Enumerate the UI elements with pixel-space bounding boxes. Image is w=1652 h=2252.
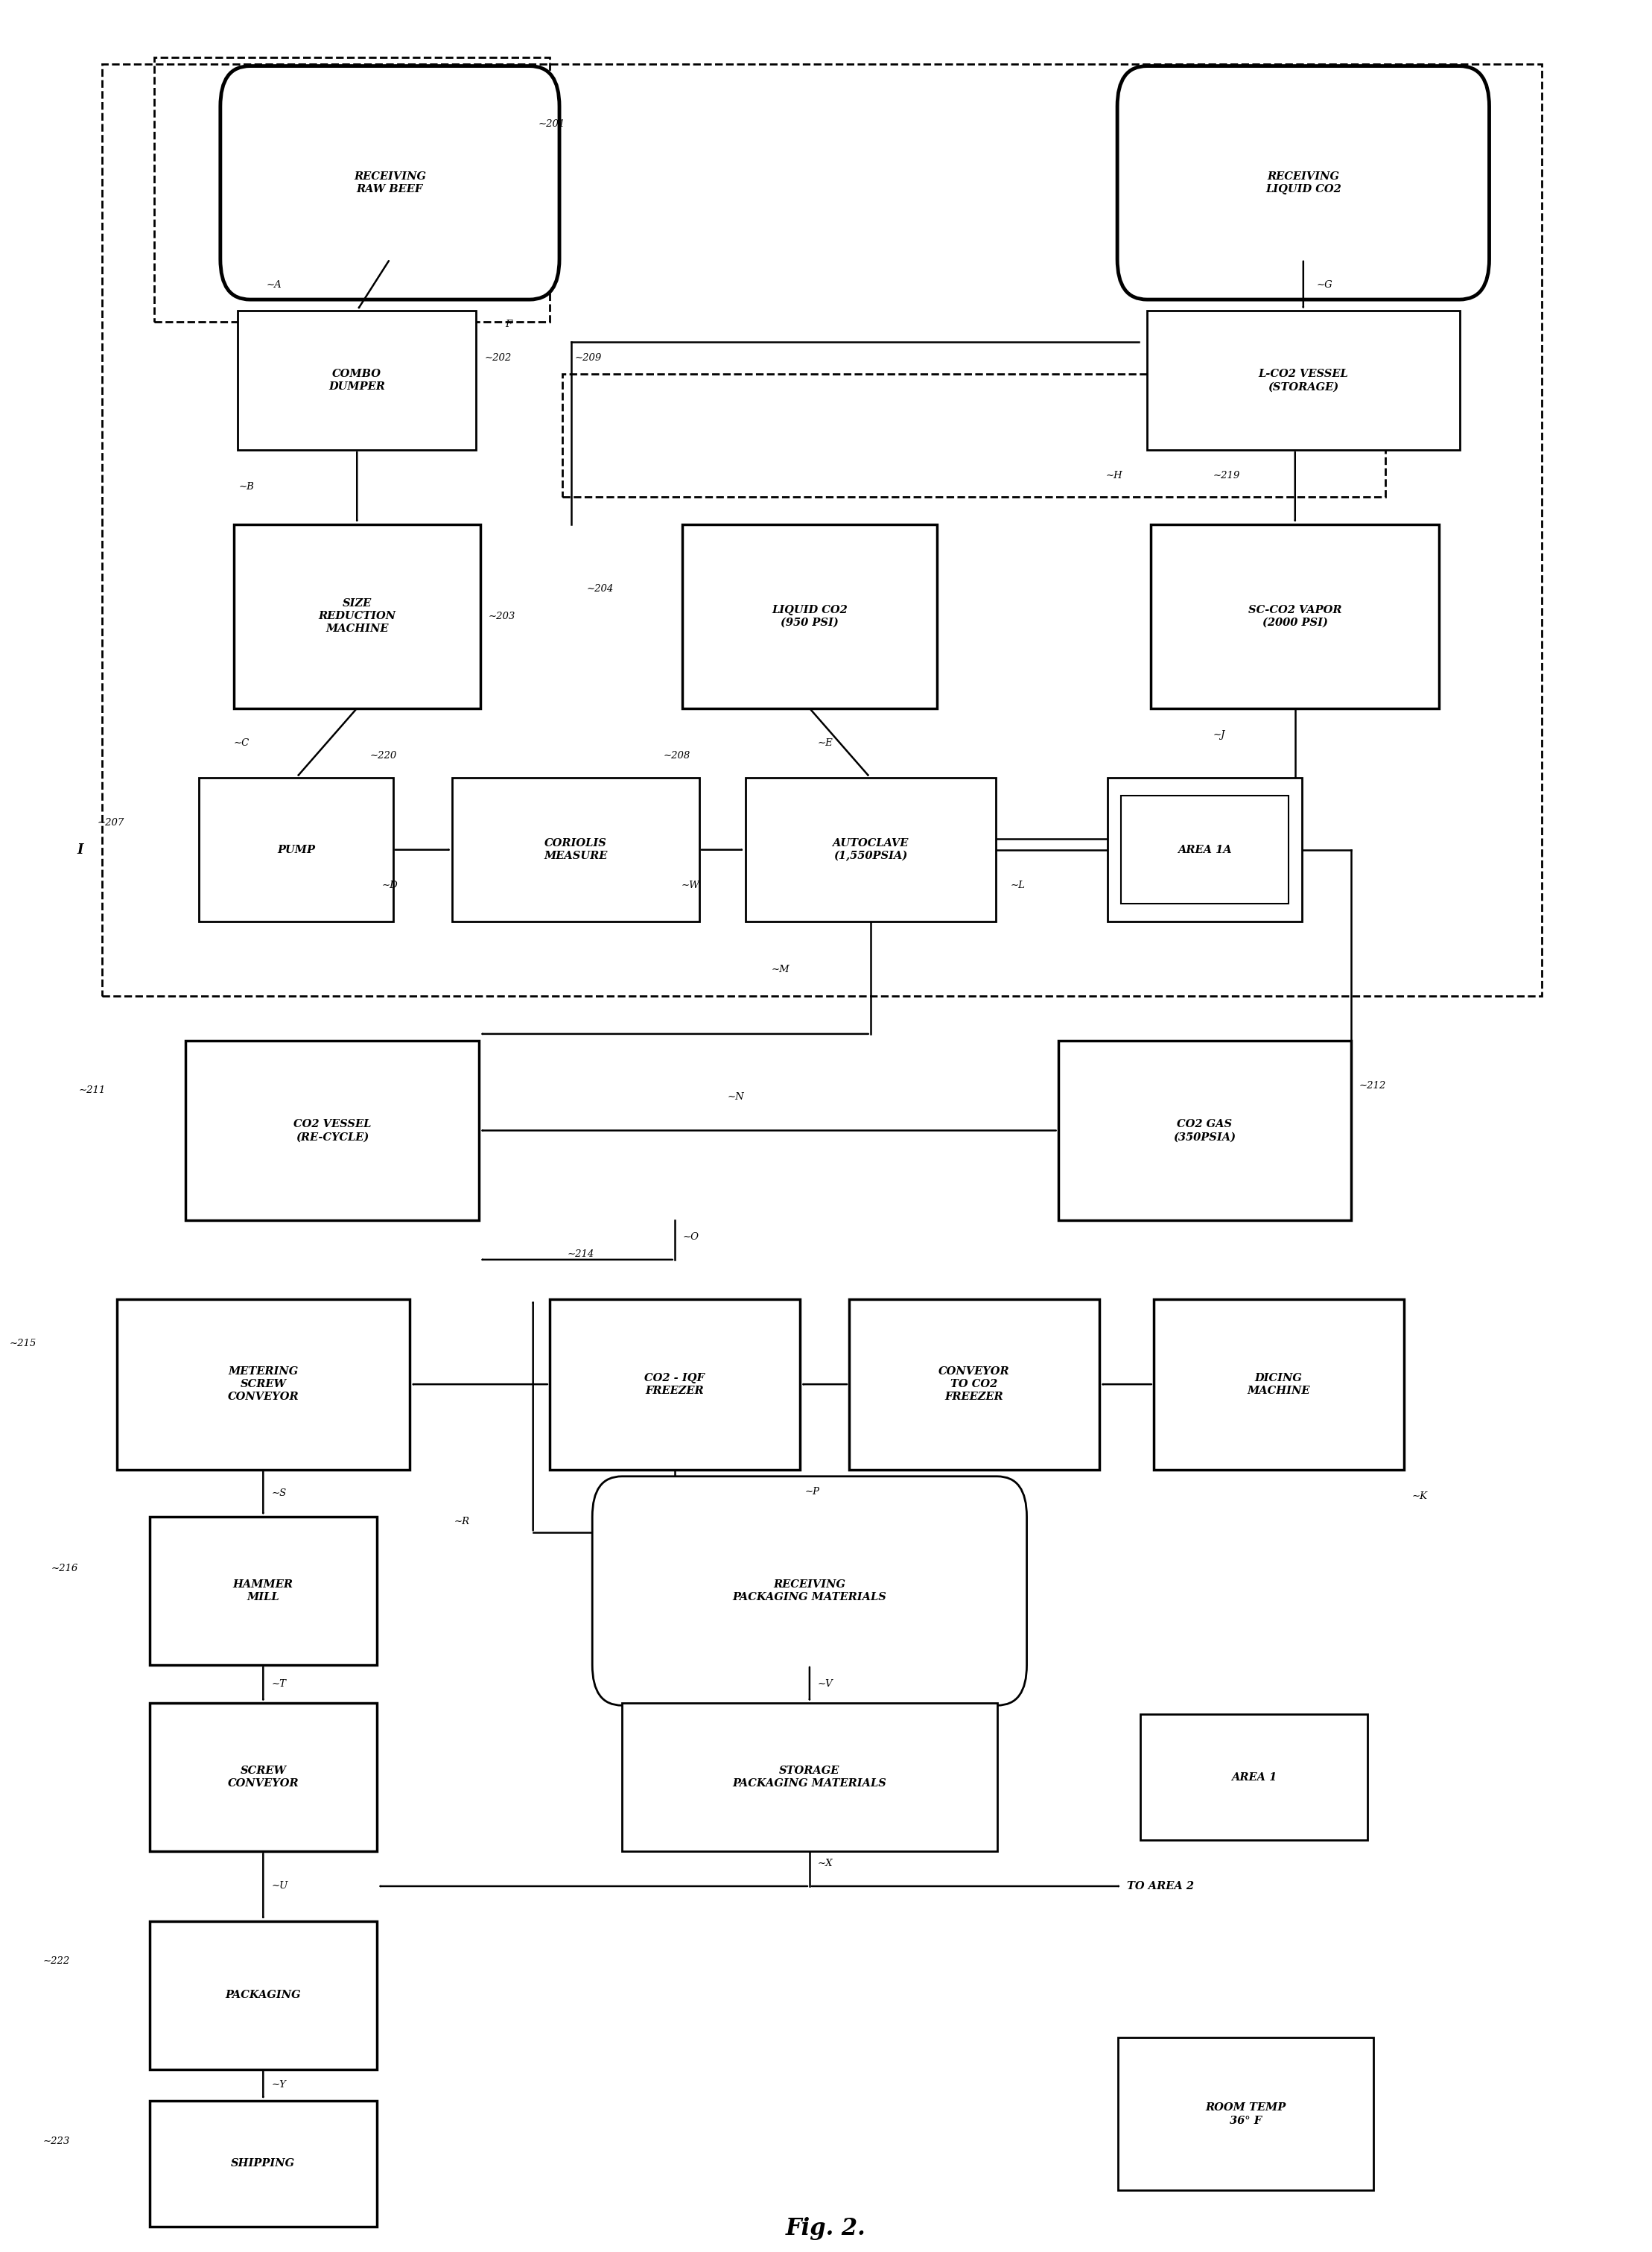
Text: AREA 1: AREA 1 [1231,1772,1277,1784]
Bar [621,1703,998,1851]
Text: ∼204: ∼204 [586,586,613,595]
Text: ∼U: ∼U [271,1880,287,1892]
Bar [682,525,937,709]
Text: RECEIVING
PACKAGING MATERIALS: RECEIVING PACKAGING MATERIALS [732,1579,887,1603]
Bar [150,1518,377,1664]
Text: SHIPPING: SHIPPING [231,2157,296,2169]
Text: ∼216: ∼216 [51,1563,78,1574]
Text: ∼222: ∼222 [43,1957,69,1966]
Text: CO2 - IQF
FREEZER: CO2 - IQF FREEZER [644,1374,705,1396]
Text: ∼E: ∼E [818,739,833,748]
FancyBboxPatch shape [220,65,560,300]
Bar [849,1299,1099,1471]
Text: ∼201: ∼201 [539,119,565,128]
Text: CORIOLIS
MEASURE: CORIOLIS MEASURE [544,838,608,863]
Text: ∼W: ∼W [681,881,699,890]
Bar [1118,2038,1373,2191]
Bar [150,2101,377,2227]
Text: ∼G: ∼G [1317,279,1333,291]
Text: SC-CO2 VAPOR
(2000 PSI): SC-CO2 VAPOR (2000 PSI) [1249,604,1341,628]
Bar [1146,311,1460,450]
Bar [185,1040,479,1221]
Text: CONVEYOR
TO CO2
FREEZER: CONVEYOR TO CO2 FREEZER [938,1367,1009,1403]
Bar [233,525,481,709]
Text: ∼212: ∼212 [1360,1081,1386,1090]
Text: CO2 VESSEL
(RE-CYCLE): CO2 VESSEL (RE-CYCLE) [294,1119,372,1142]
Bar [1107,777,1302,921]
Bar [1140,1714,1368,1840]
Text: DICING
MACHINE: DICING MACHINE [1247,1374,1310,1396]
Text: ∼202: ∼202 [484,354,512,363]
Text: ∼215: ∼215 [10,1340,36,1349]
Text: TO AREA 2: TO AREA 2 [1127,1880,1194,1892]
Text: ∼203: ∼203 [489,610,515,622]
Bar [745,777,996,921]
Text: STORAGE
PACKAGING MATERIALS: STORAGE PACKAGING MATERIALS [732,1766,887,1788]
FancyBboxPatch shape [1117,65,1488,300]
Text: AUTOCLAVE
(1,550PSIA): AUTOCLAVE (1,550PSIA) [833,838,909,863]
Text: F: F [506,320,512,329]
Text: SCREW
CONVEYOR: SCREW CONVEYOR [228,1766,299,1788]
Text: ∼D: ∼D [382,881,398,890]
Text: I: I [78,842,83,856]
Text: ∼K: ∼K [1412,1491,1427,1502]
Text: LIQUID CO2
(950 PSI): LIQUID CO2 (950 PSI) [771,604,847,628]
Text: RECEIVING
RAW BEEF: RECEIVING RAW BEEF [354,171,426,194]
Text: ∼208: ∼208 [662,750,691,761]
Text: ∼X: ∼X [818,1858,833,1869]
Text: ∼Y: ∼Y [271,2081,286,2090]
Text: ∼214: ∼214 [568,1250,595,1259]
Text: ∼S: ∼S [271,1489,286,1498]
Bar [155,56,550,322]
Text: ROOM TEMP
36° F: ROOM TEMP 36° F [1206,2103,1285,2126]
Text: HAMMER
MILL: HAMMER MILL [233,1579,294,1603]
Text: METERING
SCREW
CONVEYOR: METERING SCREW CONVEYOR [228,1367,299,1403]
Text: ∼H: ∼H [1105,471,1123,480]
Text: COMBO
DUMPER: COMBO DUMPER [329,369,385,392]
Bar [150,1703,377,1851]
Bar [1153,1299,1404,1471]
Text: ∼C: ∼C [233,739,249,748]
Bar [198,777,393,921]
Bar [117,1299,410,1471]
FancyBboxPatch shape [593,1477,1028,1705]
Bar [150,1921,377,2070]
Text: ∼220: ∼220 [370,750,396,761]
Text: PUMP: PUMP [278,844,316,856]
Text: PACKAGING: PACKAGING [225,1991,301,2000]
Text: ∼219: ∼219 [1213,471,1239,480]
Text: ∼V: ∼V [818,1680,833,1689]
Text: ∼207: ∼207 [97,817,124,829]
Bar [102,63,1541,995]
Bar [238,311,476,450]
Text: ∼R: ∼R [454,1516,469,1527]
Text: AREA 1A: AREA 1A [1178,844,1232,856]
Text: ∼211: ∼211 [79,1085,106,1094]
Text: ∼N: ∼N [727,1092,743,1101]
Text: ∼T: ∼T [271,1680,286,1689]
Text: Fig. 2.: Fig. 2. [786,2216,866,2241]
Text: ∼B: ∼B [238,482,254,491]
Bar [1120,795,1289,903]
Text: ∼A: ∼A [266,279,282,291]
Text: ∼223: ∼223 [43,2137,69,2146]
Text: RECEIVING
LIQUID CO2: RECEIVING LIQUID CO2 [1265,171,1341,194]
Text: L-CO2 VESSEL
(STORAGE): L-CO2 VESSEL (STORAGE) [1259,369,1348,392]
Bar [1057,1040,1351,1221]
Text: ∼M: ∼M [771,966,790,975]
Bar [550,1299,800,1471]
Bar [453,777,699,921]
Text: ∼P: ∼P [805,1486,819,1498]
Text: ∼O: ∼O [682,1232,699,1243]
Bar [563,374,1386,498]
Bar [1151,525,1439,709]
Text: SIZE
REDUCTION
MACHINE: SIZE REDUCTION MACHINE [319,599,396,635]
Text: ∼209: ∼209 [575,354,601,363]
Text: CO2 GAS
(350PSIA): CO2 GAS (350PSIA) [1173,1119,1236,1142]
Text: ∼L: ∼L [1011,881,1026,890]
Text: ∼J: ∼J [1213,730,1226,741]
